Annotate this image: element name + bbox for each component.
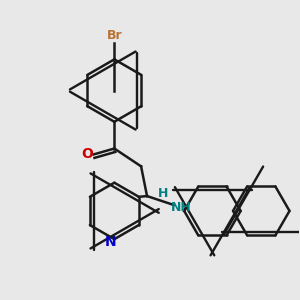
Text: H: H [158, 187, 169, 200]
Text: NH: NH [171, 202, 192, 214]
Text: Br: Br [106, 28, 122, 41]
Text: N: N [105, 235, 117, 248]
Text: O: O [81, 148, 93, 161]
